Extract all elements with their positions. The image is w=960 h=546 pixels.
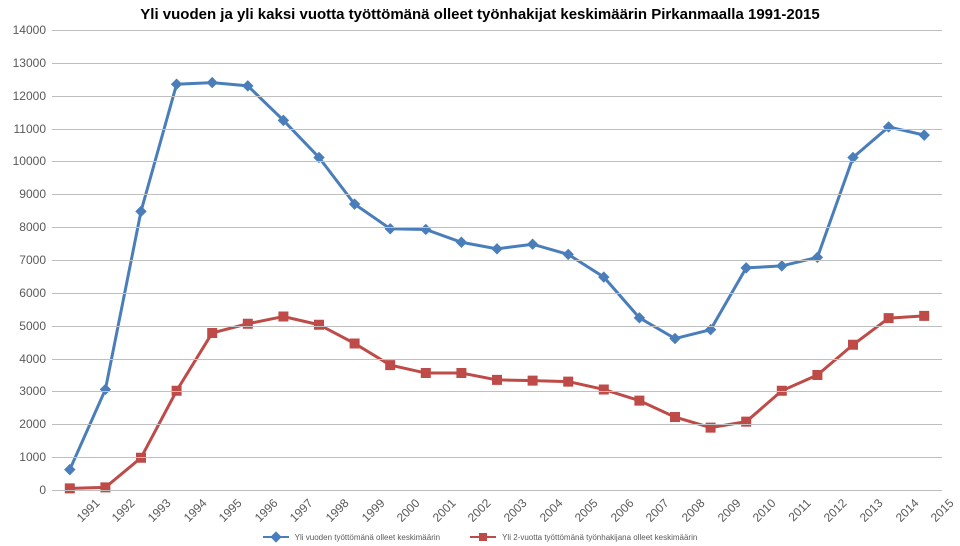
- x-tick-label: 1995: [216, 496, 245, 525]
- y-tick-label: 6000: [19, 286, 46, 300]
- gridline: [52, 391, 942, 392]
- legend-swatch-1: [263, 532, 289, 542]
- y-tick-label: 1000: [19, 450, 46, 464]
- x-tick-label: 2001: [430, 496, 459, 525]
- legend-item-series-2: Yli 2-vuotta työttömänä työnhakijana oll…: [470, 532, 697, 542]
- gridline: [52, 490, 942, 491]
- series-marker-2: [457, 369, 466, 378]
- y-tick-label: 7000: [19, 253, 46, 267]
- x-tick-label: 1993: [145, 496, 174, 525]
- series-line-1: [70, 83, 924, 470]
- x-tick-label: 2005: [572, 496, 601, 525]
- y-tick-label: 0: [39, 483, 46, 497]
- x-tick-label: 2000: [394, 496, 423, 525]
- series-marker-1: [207, 78, 217, 88]
- gridline: [52, 260, 942, 261]
- legend-label-2: Yli 2-vuotta työttömänä työnhakijana oll…: [502, 533, 697, 542]
- x-tick-label: 2009: [714, 496, 743, 525]
- y-tick-label: 4000: [19, 352, 46, 366]
- y-tick-label: 8000: [19, 220, 46, 234]
- x-tick-label: 2008: [679, 496, 708, 525]
- legend-label-1: Yli vuoden työttömänä olleet keskimäärin: [295, 533, 440, 542]
- series-marker-2: [564, 377, 573, 386]
- series-line-2: [70, 316, 924, 489]
- gridline: [52, 227, 942, 228]
- series-marker-1: [421, 224, 431, 234]
- series-marker-1: [456, 237, 466, 247]
- series-marker-2: [65, 484, 74, 493]
- gridline: [52, 30, 942, 31]
- series-marker-2: [493, 375, 502, 384]
- y-tick-label: 10000: [13, 154, 46, 168]
- series-marker-2: [386, 361, 395, 370]
- series-marker-2: [671, 413, 680, 422]
- legend-item-series-1: Yli vuoden työttömänä olleet keskimäärin: [263, 532, 440, 542]
- gridline: [52, 293, 942, 294]
- y-tick-label: 9000: [19, 187, 46, 201]
- x-tick-label: 2014: [892, 496, 921, 525]
- gridline: [52, 326, 942, 327]
- series-marker-1: [528, 239, 538, 249]
- x-tick-label: 2010: [750, 496, 779, 525]
- x-tick-label: 1991: [74, 496, 103, 525]
- series-marker-2: [813, 371, 822, 380]
- series-marker-1: [777, 261, 787, 271]
- series-marker-2: [849, 340, 858, 349]
- y-tick-label: 14000: [13, 23, 46, 37]
- x-tick-label: 1999: [358, 496, 387, 525]
- series-marker-2: [599, 385, 608, 394]
- gridline: [52, 129, 942, 130]
- x-tick-label: 2007: [643, 496, 672, 525]
- y-tick-label: 13000: [13, 56, 46, 70]
- x-tick-label: 2013: [857, 496, 886, 525]
- x-tick-label: 2011: [785, 496, 813, 524]
- chart-container: Yli vuoden ja yli kaksi vuotta työttömän…: [0, 0, 960, 546]
- x-tick-label: 2012: [821, 496, 850, 525]
- series-marker-2: [635, 396, 644, 405]
- y-tick-label: 12000: [13, 89, 46, 103]
- x-tick-label: 2003: [501, 496, 530, 525]
- x-tick-label: 2004: [536, 496, 565, 525]
- gridline: [52, 161, 942, 162]
- series-marker-2: [279, 312, 288, 321]
- series-marker-1: [492, 244, 502, 254]
- series-marker-2: [920, 311, 929, 320]
- gridline: [52, 457, 942, 458]
- legend-swatch-2: [470, 532, 496, 542]
- chart-title: Yli vuoden ja yli kaksi vuotta työttömän…: [0, 6, 960, 23]
- gridline: [52, 63, 942, 64]
- series-marker-1: [136, 206, 146, 216]
- series-marker-2: [421, 369, 430, 378]
- x-tick-label: 1992: [109, 496, 138, 525]
- y-tick-label: 11000: [14, 122, 46, 136]
- x-tick-label: 1996: [252, 496, 281, 525]
- gridline: [52, 424, 942, 425]
- x-tick-label: 2015: [928, 496, 957, 525]
- series-marker-1: [172, 79, 182, 89]
- series-marker-1: [919, 130, 929, 140]
- series-marker-2: [884, 314, 893, 323]
- series-marker-2: [528, 376, 537, 385]
- y-tick-label: 5000: [19, 319, 46, 333]
- series-marker-2: [350, 339, 359, 348]
- x-tick-label: 1997: [287, 496, 316, 525]
- y-tick-label: 3000: [19, 384, 46, 398]
- gridline: [52, 194, 942, 195]
- series-marker-2: [208, 328, 217, 337]
- x-tick-label: 1994: [180, 496, 209, 525]
- series-marker-2: [243, 319, 252, 328]
- series-marker-1: [65, 465, 75, 475]
- series-marker-1: [100, 384, 110, 394]
- gridline: [52, 96, 942, 97]
- gridline: [52, 359, 942, 360]
- y-tick-label: 2000: [19, 417, 46, 431]
- plot-area: [52, 30, 942, 490]
- legend: Yli vuoden työttömänä olleet keskimäärin…: [0, 532, 960, 542]
- x-tick-label: 2006: [608, 496, 637, 525]
- x-tick-label: 2002: [465, 496, 494, 525]
- x-tick-label: 1998: [323, 496, 352, 525]
